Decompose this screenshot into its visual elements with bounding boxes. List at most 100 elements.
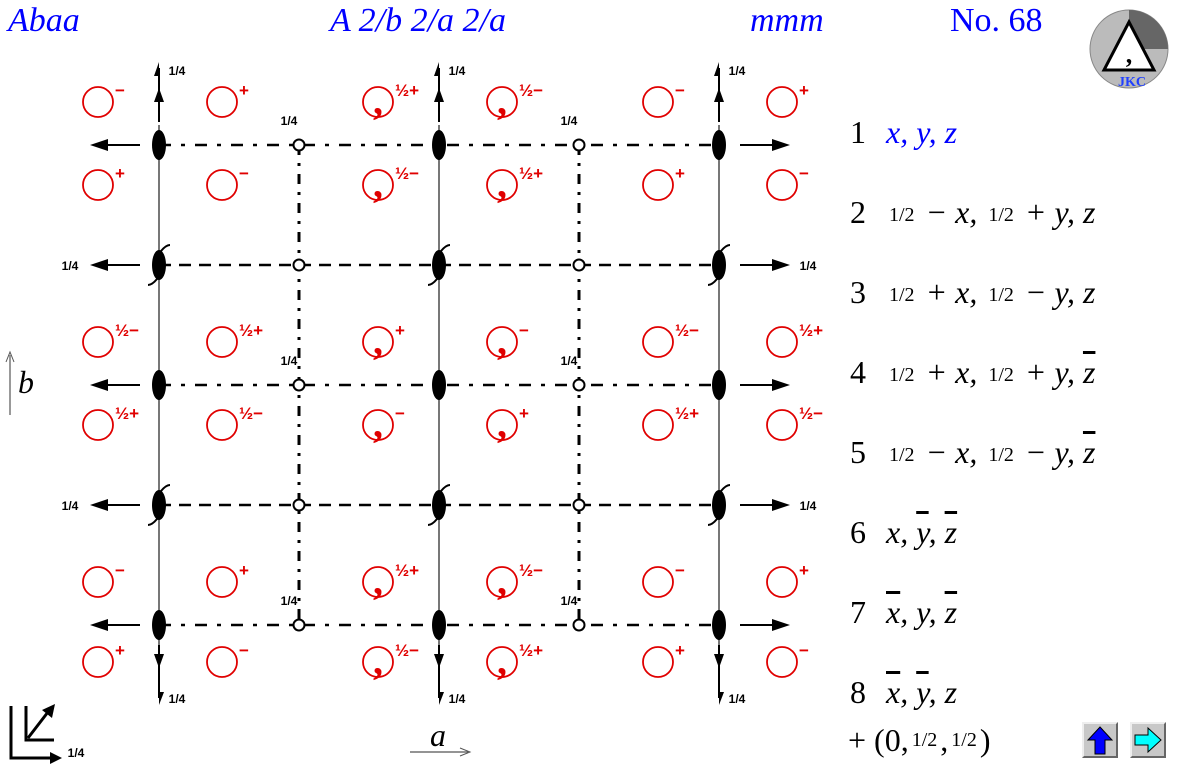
diagonal-arrow [26,711,50,739]
position-circle-icon [82,646,114,678]
height-label: + [239,561,249,580]
arrow-head [772,259,790,271]
position-circle-icon [766,326,798,358]
position-circle-icon [486,326,518,358]
expression-text: , [900,673,917,710]
inversion-center-icon [292,618,306,632]
screw-hook [707,484,731,526]
fraction: 1/2 [988,363,1014,386]
jkc-logo[interactable]: , JKC [1088,8,1170,90]
centering-prefix: + (0, [848,722,909,758]
fraction: 1/2 [889,363,915,386]
quarter-label: 1/4 [169,64,186,78]
arrow-head [434,654,444,668]
symmetry-operation-3: 3 1/2 + x, 1/2 − y, z [850,252,1095,332]
position-circle-icon [82,169,114,201]
position-circle-icon [642,169,674,201]
centering-translation: + (0, 1/2, 1/2) [848,722,990,759]
quarter-label: 1/4 [281,594,298,608]
comma-icon: , [373,401,383,446]
overlined-variable: z [944,513,958,550]
point-group: mmm [750,2,824,39]
quarter-label: 1/4 [62,499,79,513]
height-label: ½+ [675,404,699,423]
svg-text:,: , [1126,40,1133,69]
position-circle-icon [766,169,798,201]
half-arrow-head [439,692,444,705]
quarter-label: 1/4 [281,354,298,368]
half-arrow-head [714,62,719,76]
operation-number: 2 [850,193,866,230]
axes-corner-icon [24,706,54,742]
comma-icon: , [497,161,507,206]
position-circle-icon [642,566,674,598]
height-label: ½+ [799,321,823,340]
quarter-label: 1/4 [729,692,746,706]
next-button[interactable] [1130,722,1166,758]
expression-text: x, [886,513,917,550]
height-label: ½+ [239,321,263,340]
arrow-head [90,619,108,631]
height-label: ½− [519,81,543,100]
height-label: + [519,404,529,423]
inversion-center-icon [292,138,306,152]
height-label: − [239,641,249,660]
inversion-center-icon [292,258,306,272]
arrow-head [772,619,790,631]
arrow-head [714,88,724,102]
position-circle-icon [362,566,394,598]
twofold-axis-icon [712,490,726,520]
comma-icon: , [497,558,507,603]
operation-number: 4 [850,353,866,390]
operation-number: 7 [850,593,866,630]
screw-hook [427,484,451,526]
arrow-head [154,88,164,102]
position-circle-icon [82,86,114,118]
height-label: ½+ [519,164,543,183]
twofold-axis-icon [152,250,166,280]
position-circle-icon [82,566,114,598]
height-label: ½− [675,321,699,340]
overlined-variable: y [916,513,929,550]
fraction: 1/2 [889,203,915,226]
symmetry-operation-4: 4 1/2 + x, 1/2 + y, z [850,332,1095,412]
comma-icon: , [497,78,507,123]
a-axis-label: a [430,717,446,753]
height-label: ½+ [395,561,419,580]
inversion-center-icon [572,618,586,632]
up-arrow-icon [1086,726,1114,755]
symmetry-operation-1: 1 x, y, z [850,92,1095,172]
screw-hook [707,244,731,286]
expression-text: − x, [917,433,986,470]
comma-icon: , [497,638,507,683]
overlined-variable: y [916,673,929,710]
up-button[interactable] [1082,722,1118,758]
height-label: ½− [239,404,263,423]
fraction: 1/2 [889,283,915,306]
twofold-axis-icon [712,130,726,160]
position-circle-icon [766,86,798,118]
quarter-label: 1/4 [169,692,186,706]
position-circle-icon [486,86,518,118]
position-circle-icon [362,169,394,201]
height-label: ½+ [395,81,419,100]
height-label: − [115,561,125,580]
twofold-axis-icon [432,250,446,280]
position-circle-icon [206,326,238,358]
expression-text: − x, [917,193,986,230]
symmetry-operation-6: 6 x, y, z [850,492,1095,572]
position-circle-icon [362,326,394,358]
quarter-label: 1/4 [729,64,746,78]
comma-icon: , [373,318,383,363]
height-label: + [675,641,685,660]
height-label: ½− [115,321,139,340]
position-circle-icon [362,86,394,118]
position-circle-icon [82,326,114,358]
arrow-head [90,139,108,151]
overlined-variable: x [886,673,901,710]
expression-text: − y, z [1016,273,1096,310]
symmetry-operations: 1 x, y, z 2 1/2 − x, 1/2 + y, z 3 1/2 + x, 1/… [850,92,1095,732]
operation-number: 5 [850,433,866,470]
inversion-center-icon [572,378,586,392]
axes-corner-icon [9,706,55,760]
